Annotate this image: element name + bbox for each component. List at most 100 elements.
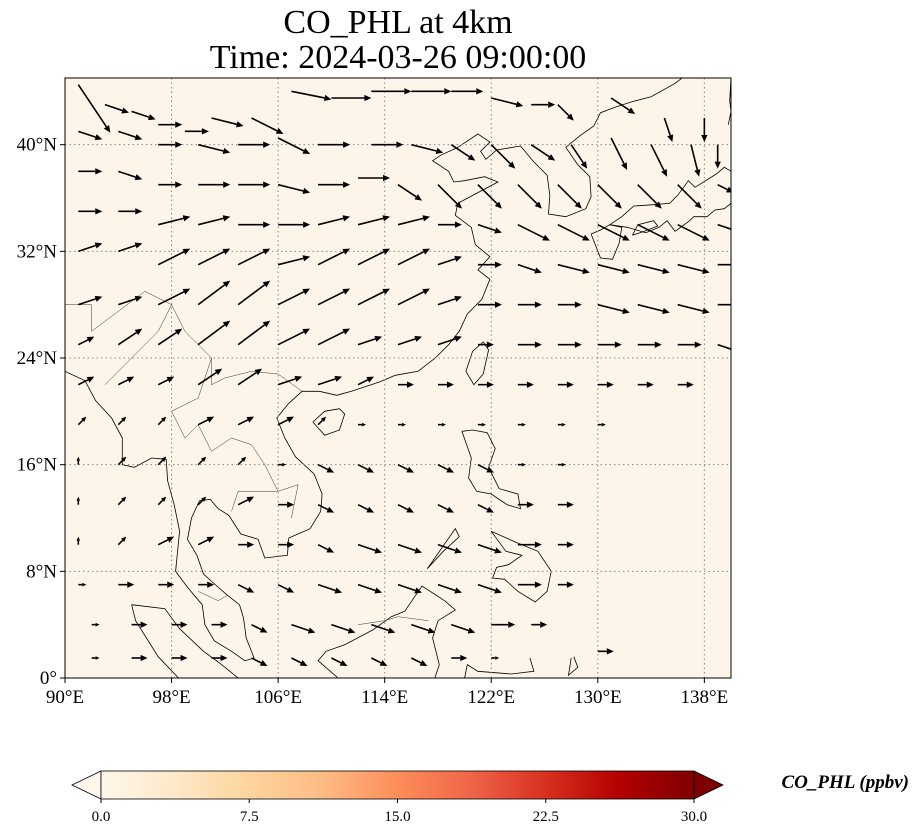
wind-vector bbox=[117, 416, 127, 426]
lon-tick-label: 90°E bbox=[46, 687, 84, 708]
lat-tick-label: 0° bbox=[40, 668, 57, 689]
wind-vector bbox=[610, 137, 628, 170]
wind-vector bbox=[91, 622, 100, 627]
wind-vector bbox=[237, 248, 271, 266]
wind-vector bbox=[677, 263, 710, 275]
map-background bbox=[65, 78, 731, 678]
wind-vector bbox=[211, 117, 244, 128]
wind-vector bbox=[278, 462, 287, 467]
wind-vector bbox=[597, 303, 630, 315]
wind-vector bbox=[198, 215, 231, 226]
wind-vector bbox=[78, 208, 103, 215]
wind-vector bbox=[317, 375, 343, 386]
wind-vector bbox=[237, 416, 255, 426]
wind-vector bbox=[277, 375, 303, 386]
wind-vector bbox=[118, 130, 143, 141]
colorbar: 0.0 7.5 15.0 22.5 30.0 CO_PHL (ppbv) bbox=[71, 770, 909, 825]
wind-vector bbox=[357, 503, 375, 513]
wind-vector bbox=[477, 184, 502, 209]
wind-vector bbox=[277, 416, 295, 426]
wind-vector bbox=[78, 168, 103, 175]
wind-vector bbox=[317, 248, 351, 266]
wind-vector bbox=[637, 303, 670, 315]
wind-vector bbox=[157, 496, 167, 506]
wind-vector bbox=[437, 295, 462, 306]
wind-vector bbox=[557, 501, 574, 508]
colorbar-extend-high bbox=[693, 770, 724, 800]
wind-vector bbox=[78, 130, 103, 141]
wind-vector bbox=[117, 496, 127, 506]
lon-tick-label: 106°E bbox=[254, 687, 302, 708]
wind-vector bbox=[477, 422, 486, 427]
colorbar-tick-label: 0.0 bbox=[92, 809, 111, 825]
map-time: Time: 2024-03-26 09:00:00 bbox=[209, 39, 587, 76]
wind-vector bbox=[397, 248, 430, 266]
wind-vector bbox=[451, 654, 468, 662]
wind-vector bbox=[437, 221, 462, 228]
wind-vector bbox=[557, 223, 590, 241]
wind-vector bbox=[557, 381, 574, 388]
lat-tick-label: 40°N bbox=[17, 135, 58, 156]
wind-vector bbox=[490, 144, 516, 169]
wind-vector bbox=[637, 381, 654, 388]
wind-vector bbox=[197, 248, 231, 266]
wind-vector bbox=[637, 263, 670, 275]
wind-vector bbox=[237, 280, 271, 306]
wind-vector bbox=[251, 657, 268, 666]
colorbar-gradient bbox=[100, 770, 695, 800]
wind-vector bbox=[677, 184, 702, 209]
wind-vector bbox=[277, 583, 295, 593]
wind-vector bbox=[597, 381, 614, 388]
wind-vector bbox=[357, 288, 391, 306]
wind-vector bbox=[331, 623, 356, 634]
wind-vector bbox=[557, 341, 582, 348]
wind-vector bbox=[197, 280, 231, 306]
wind-vector bbox=[238, 141, 271, 148]
wind-vector bbox=[637, 223, 670, 241]
wind-vector bbox=[211, 621, 228, 628]
wind-vector bbox=[117, 376, 135, 386]
wind-vector bbox=[437, 255, 462, 266]
wind-vector bbox=[398, 422, 406, 427]
wind-vector bbox=[237, 456, 247, 466]
wind-vector bbox=[570, 144, 588, 169]
wind-vector bbox=[131, 110, 156, 121]
wind-vector bbox=[477, 261, 502, 268]
wind-vector bbox=[397, 288, 430, 306]
map-frame bbox=[64, 77, 732, 679]
wind-vector bbox=[317, 503, 335, 513]
wind-vector bbox=[78, 242, 103, 253]
wind-vector bbox=[437, 184, 462, 209]
wind-vector bbox=[331, 657, 348, 666]
wind-vector bbox=[437, 463, 454, 473]
wind-vector bbox=[517, 184, 542, 209]
wind-vector bbox=[357, 543, 383, 554]
wind-vector bbox=[131, 654, 148, 662]
wind-vector bbox=[291, 657, 308, 666]
wind-vector bbox=[597, 184, 622, 209]
wind-vector bbox=[131, 621, 148, 628]
wind-vector bbox=[291, 623, 316, 634]
wind-vector bbox=[397, 503, 414, 513]
wind-vector bbox=[117, 536, 127, 546]
wind-vector bbox=[397, 335, 422, 346]
wind-vector bbox=[397, 184, 422, 201]
wind-vector bbox=[477, 341, 494, 348]
wind-vector bbox=[717, 223, 731, 230]
wind-vector bbox=[717, 343, 731, 350]
wind-vector bbox=[357, 215, 391, 226]
wind-vector bbox=[357, 463, 375, 473]
wind-vector bbox=[411, 143, 444, 155]
wind-vector bbox=[157, 416, 167, 426]
wind-vector bbox=[557, 581, 574, 588]
wind-vector bbox=[491, 656, 500, 660]
wind-vector bbox=[557, 462, 566, 467]
wind-vector bbox=[117, 328, 143, 346]
wind-vector bbox=[517, 223, 550, 241]
wind-vector bbox=[277, 255, 311, 266]
wind-vector bbox=[637, 341, 662, 348]
lon-tick-label: 114°E bbox=[361, 687, 408, 708]
wind-vector bbox=[530, 144, 556, 161]
wind-vector bbox=[277, 328, 311, 346]
wind-vector bbox=[677, 341, 702, 348]
